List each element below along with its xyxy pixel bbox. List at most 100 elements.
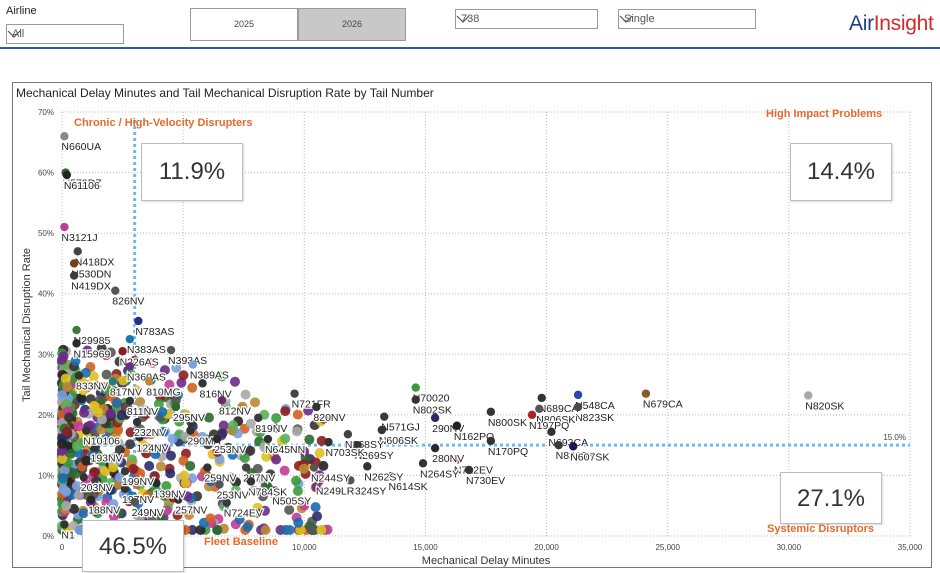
data-point [108,377,118,386]
background-point [108,462,119,473]
data-point [145,377,154,386]
data-point [188,360,198,369]
background-point [249,485,260,496]
x-tick-label: 0 [60,543,65,552]
data-label: N614SK [389,481,428,493]
background-point [187,524,198,535]
data-label: N505SY [272,496,311,508]
background-point [96,455,107,466]
background-point [314,447,325,458]
background-point [187,382,198,393]
year-2026-button[interactable]: 2026 [298,8,406,41]
background-point [78,385,89,396]
data-label: 249NV [132,507,164,519]
data-label: N244SY [311,473,350,485]
background-point [164,379,175,390]
y-threshold-label: 15.0% [883,433,906,442]
background-point [90,506,101,517]
background-point [71,480,82,491]
x-axis-label: Mechanical Delay Minutes [422,555,551,567]
data-label: N784SK [248,486,287,498]
data-point [73,247,82,256]
data-label: N10106 [83,436,120,448]
data-label: N383AS [127,344,166,356]
data-point [573,402,583,412]
data-label: N360AS [127,371,166,383]
background-point [292,486,303,497]
data-label: N800SK [488,417,527,429]
data-point [430,443,440,453]
data-label: 203NV [81,482,113,494]
data-point [72,325,81,335]
background-point [171,362,182,373]
y-axis-label: Tail Mechanical Disruption Rate [21,248,33,402]
data-point [74,371,84,380]
background-point [304,434,315,445]
data-label: N226AS [120,356,159,368]
data-point [569,442,578,451]
background-point [100,384,111,395]
data-point [171,402,181,412]
background-point [255,427,266,438]
data-label: N660UA [61,141,101,153]
background-point [144,460,155,471]
background-point [113,424,124,435]
background-point [299,446,310,457]
background-point [137,404,148,415]
data-point [82,426,91,435]
year-2025-button[interactable]: 2025 [190,8,298,41]
background-point [280,406,291,417]
background-point [291,426,302,437]
background-point [203,412,214,423]
background-point [135,396,146,407]
data-label: N264SY [420,468,459,480]
data-point [430,413,440,423]
data-point [411,383,420,392]
fleet-baseline-kpi: 46.5% [82,520,184,572]
data-point [125,334,135,344]
data-label: N571GJ [381,422,420,434]
chevron-down-icon [456,15,470,23]
data-label: N783AS [135,326,174,338]
background-point [132,478,143,489]
background-point [318,460,329,471]
background-point [108,499,119,510]
x-tick-label: 35,000 [898,543,923,552]
background-point [203,473,214,484]
data-label: N393AS [168,355,207,367]
background-point [131,385,142,396]
aircraft-type-dropdown[interactable]: 738 [455,9,598,29]
background-point [160,443,171,454]
data-label: 820NV [313,412,345,424]
data-point [377,425,387,435]
data-label: N721FR [292,399,332,411]
airline-filter-label: Airline [6,5,37,17]
data-label: N15969 [74,348,111,360]
background-point [174,416,185,427]
data-label: 810MG [146,387,180,399]
background-point [57,354,68,365]
background-point [318,413,329,424]
background-point [105,347,116,358]
background-point [303,405,314,416]
background-point [90,467,101,478]
data-point [411,395,420,404]
background-point [217,371,228,382]
background-point [71,441,82,452]
background-point [205,513,216,524]
y-tick-label: 20% [38,411,54,420]
data-label: 280NV [432,453,464,465]
data-point [69,259,79,268]
background-point [64,412,75,423]
airline-dropdown[interactable]: All [6,24,124,44]
y-tick-label: 50% [38,229,54,238]
mode-dropdown[interactable]: Single [618,9,756,29]
background-point [284,504,295,515]
background-point [108,511,119,522]
data-label: 833NV [76,380,108,392]
data-label: N61106 [64,180,100,192]
data-label: 253NV [214,444,246,456]
background-point [125,439,136,450]
data-point [120,466,130,476]
